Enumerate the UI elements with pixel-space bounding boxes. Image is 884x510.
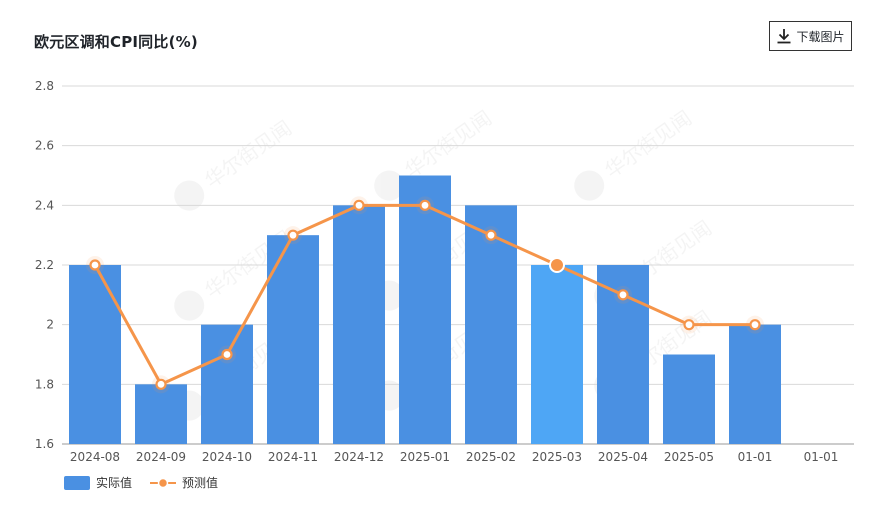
y-tick-label: 2.2 [35, 258, 54, 272]
forecast-point[interactable] [287, 229, 299, 241]
legend-item-forecast[interactable]: 预测值 [150, 474, 218, 491]
x-tick-label: 2024-11 [268, 450, 318, 464]
x-tick-label: 2024-09 [136, 450, 186, 464]
bar[interactable] [399, 175, 451, 445]
y-tick-label: 2.4 [35, 198, 54, 212]
x-tick-label: 2024-08 [70, 450, 120, 464]
download-image-button[interactable]: 下载图片 [769, 21, 852, 51]
svg-text:华尔街见闻: 华尔街见闻 [200, 116, 296, 193]
watermark: 华尔街见闻 [574, 106, 696, 201]
bar-series [69, 175, 781, 445]
x-tick-label: 2025-01 [400, 450, 450, 464]
x-tick-label: 2025-03 [532, 450, 582, 464]
bar[interactable] [531, 265, 583, 444]
forecast-point[interactable] [749, 319, 761, 331]
x-tick-label: 2025-05 [664, 450, 714, 464]
forecast-point[interactable] [221, 348, 233, 361]
line-series [86, 196, 764, 394]
y-tick-label: 2 [46, 318, 54, 332]
y-tick-label: 2.6 [35, 139, 54, 153]
legend-item-actual[interactable]: 实际值 [64, 474, 132, 491]
bar[interactable] [267, 235, 319, 444]
forecast-point[interactable] [549, 257, 565, 273]
legend-actual-label: 实际值 [96, 476, 133, 490]
svg-text:华尔街见闻: 华尔街见闻 [600, 106, 696, 183]
legend: 实际值 预测值 [64, 474, 218, 491]
legend-line-swatch [150, 476, 177, 490]
bar[interactable] [135, 384, 187, 444]
x-axis-labels: 2024-08 2024-09 2024-10 2024-11 2024-12 2025-… [70, 450, 839, 464]
x-tick-label: 01-01 [804, 450, 839, 464]
bar[interactable] [69, 265, 121, 444]
legend-bar-swatch [64, 475, 90, 490]
svg-text:华尔街见闻: 华尔街见闻 [400, 106, 496, 183]
legend-forecast-label: 预测值 [182, 476, 219, 490]
y-tick-label: 1.8 [35, 377, 54, 391]
watermark: 华尔街见闻 [174, 116, 296, 211]
chart-title: 欧元区调和CPI同比(%) [34, 33, 198, 51]
y-tick-label: 2.8 [35, 79, 54, 93]
forecast-point[interactable] [353, 199, 365, 211]
bar[interactable] [663, 354, 715, 445]
x-tick-label: 2025-04 [598, 450, 648, 464]
bar[interactable] [729, 324, 781, 444]
forecast-point[interactable] [419, 199, 431, 211]
bar[interactable] [465, 205, 517, 444]
forecast-point[interactable] [617, 289, 629, 301]
x-tick-label: 01-01 [738, 450, 773, 464]
x-tick-label: 2024-10 [202, 450, 252, 464]
bar[interactable] [201, 324, 253, 444]
forecast-point[interactable] [155, 378, 167, 390]
forecast-point[interactable] [89, 259, 101, 271]
x-tick-label: 2025-02 [466, 450, 516, 464]
y-tick-label: 1.6 [35, 437, 54, 451]
bar[interactable] [333, 205, 385, 444]
x-tick-label: 2024-12 [334, 450, 384, 464]
download-label: 下载图片 [796, 29, 845, 44]
download-icon [776, 28, 792, 44]
y-axis-labels: 1.6 1.8 2 2.2 2.4 2.6 2.8 [35, 79, 54, 451]
forecast-point[interactable] [485, 229, 497, 241]
forecast-point[interactable] [683, 319, 695, 331]
